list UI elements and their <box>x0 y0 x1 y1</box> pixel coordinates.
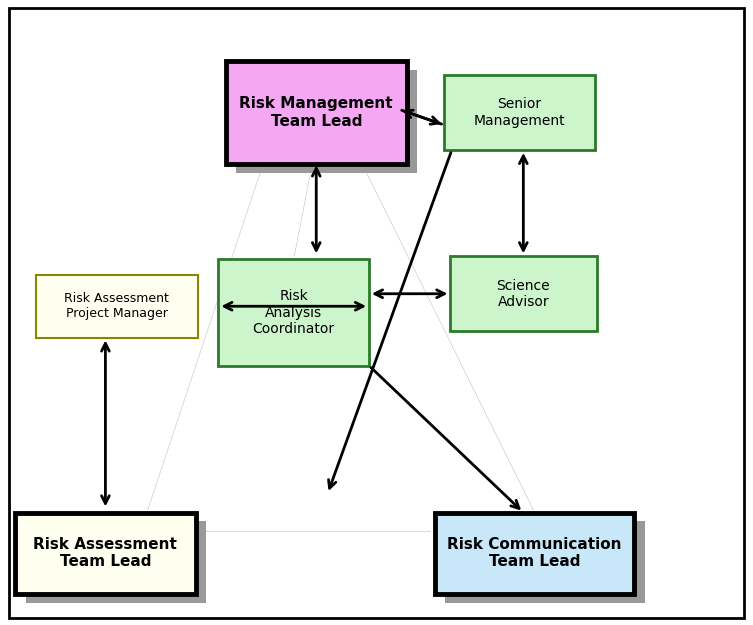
Bar <box>450 256 596 331</box>
Bar <box>26 521 206 602</box>
Bar <box>444 75 595 150</box>
Text: Risk Management
Team Lead: Risk Management Team Lead <box>239 96 393 129</box>
Text: Risk Communication
Team Lead: Risk Communication Team Lead <box>447 537 622 569</box>
Bar <box>15 512 196 594</box>
Bar <box>236 69 417 173</box>
Bar <box>445 521 645 602</box>
Bar <box>226 61 407 164</box>
Text: Senior
Management: Senior Management <box>474 98 566 128</box>
Bar <box>434 512 634 594</box>
Bar <box>35 275 197 338</box>
Text: Risk Assessment
Project Manager: Risk Assessment Project Manager <box>64 292 169 320</box>
Text: Risk
Analysis
Coordinator: Risk Analysis Coordinator <box>252 289 335 336</box>
Text: Science
Advisor: Science Advisor <box>496 279 550 309</box>
Bar <box>218 259 369 366</box>
Text: Risk Assessment
Team Lead: Risk Assessment Team Lead <box>33 537 178 569</box>
